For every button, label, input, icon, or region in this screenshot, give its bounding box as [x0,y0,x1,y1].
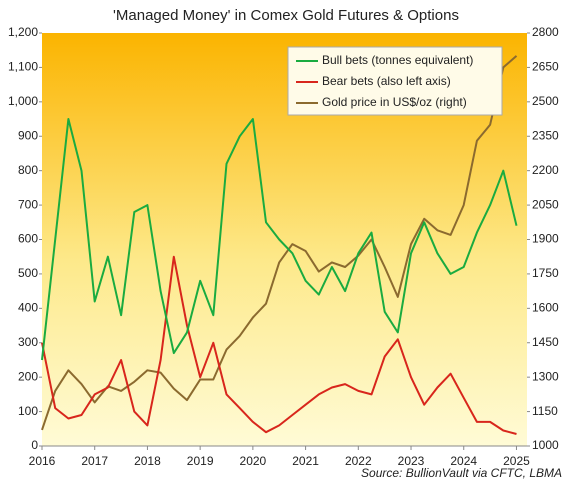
y-tick-label: 600 [18,232,38,246]
y-tick-label: 1,200 [8,25,38,39]
y2-tick-label: 2200 [532,163,559,177]
y-tick-label: 900 [18,128,38,142]
y-tick-label: 1,000 [8,94,38,108]
y-tick-label: 400 [18,301,38,315]
y-tick-label: 100 [18,404,38,418]
x-tick-label: 2021 [292,454,319,468]
y2-tick-label: 1150 [532,404,558,418]
y2-tick-label: 1000 [532,438,559,452]
series-line [41,255,517,435]
y2-tick-label: 2350 [532,128,559,142]
y-tick-label: 500 [18,266,38,280]
x-tick-label: 2023 [398,454,425,468]
source: Source: BullionVault via CFTC, LBMA [361,466,562,480]
series-line [41,118,518,361]
x-tick-label: 2022 [345,454,372,468]
x-tick-label: 2020 [240,454,267,468]
legend-label: Bear bets (also left axis) [322,74,451,88]
x-tick-label: 2024 [450,454,477,468]
y2-tick-label: 1300 [532,369,559,383]
y-tick-label: 1,100 [8,60,38,74]
x-tick-label: 2016 [29,454,56,468]
y-tick-label: 0 [31,438,38,452]
y2-tick-label: 2050 [532,197,559,211]
legend [287,46,503,116]
legend-label: Gold price in US$/oz (right) [322,95,467,109]
chart-title: 'Managed Money' in Comex Gold Futures & … [113,7,459,24]
y2-tick-label: 1450 [532,335,559,349]
x-tick-label: 2018 [134,454,161,468]
y2-tick-label: 2800 [532,25,559,39]
series-line [41,55,518,431]
y-tick-label: 800 [18,163,38,177]
y-tick-label: 300 [18,335,38,349]
y2-tick-label: 1900 [532,232,559,246]
y-tick-label: 700 [18,197,38,211]
x-tick-label: 2019 [187,454,214,468]
legend-label: Bull bets (tonnes equivalent) [322,53,473,67]
x-tick-label: 2017 [81,454,108,468]
x-tick-label: 2025 [503,454,530,468]
y2-tick-label: 2500 [532,94,559,108]
y2-tick-label: 2650 [532,60,559,74]
y2-tick-label: 1750 [532,266,559,280]
y-tick-label: 200 [18,369,38,383]
y2-tick-label: 1600 [532,301,559,315]
